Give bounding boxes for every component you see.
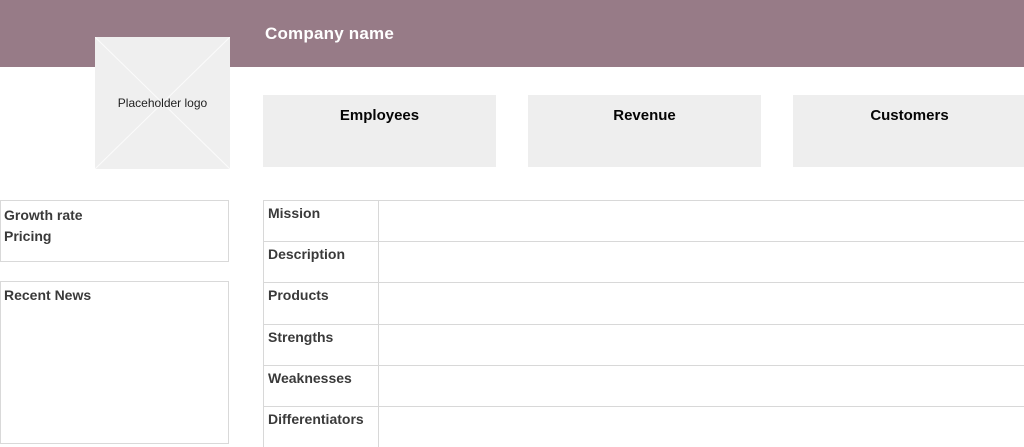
table-row-products: Products [264,283,1024,325]
profile-table: Mission Description Products Strengths W… [263,200,1024,447]
recent-news-title: Recent News [4,287,92,303]
stat-box-revenue[interactable]: Revenue [528,95,761,167]
logo-placeholder-label: Placeholder logo [117,96,208,110]
table-row-strengths: Strengths [264,324,1024,366]
table-row-differentiators-label: Differentiators [264,406,379,447]
table-row-mission-label: Mission [264,201,379,242]
table-row-strengths-label: Strengths [264,324,379,365]
metric-pricing-label: Pricing [4,228,52,244]
table-row-weaknesses: Weaknesses [264,365,1024,407]
table-row-mission: Mission [264,201,1024,243]
table-row-weaknesses-value-cell[interactable] [379,366,1024,406]
table-row-differentiators: Differentiators [264,406,1024,447]
stat-box-customers-label: Customers [870,107,949,124]
table-row-description: Description [264,242,1024,284]
table-row-products-label: Products [264,283,379,324]
metric-growth-rate-label: Growth rate [4,207,83,223]
stat-box-employees-label: Employees [339,107,420,124]
table-row-differentiators-value-cell[interactable] [379,407,1024,447]
table-row-description-value-cell[interactable] [379,242,1024,282]
table-row-mission-value-cell[interactable] [379,201,1024,241]
stat-box-customers[interactable]: Customers [793,95,1024,167]
recent-news-box[interactable]: Recent News [0,281,229,444]
table-row-weaknesses-label: Weaknesses [264,365,379,406]
table-row-products-value-cell[interactable] [379,283,1024,323]
metrics-box[interactable]: Growth rate Pricing [0,200,229,262]
image-placeholder-icon [95,37,230,169]
table-row-description-label: Description [264,242,379,283]
logo-placeholder[interactable]: Placeholder logo [95,37,230,169]
stat-box-revenue-label: Revenue [613,107,676,124]
table-row-strengths-value-cell[interactable] [379,325,1024,365]
stat-box-employees[interactable]: Employees [263,95,496,167]
company-name-title[interactable]: Company name [265,23,394,43]
